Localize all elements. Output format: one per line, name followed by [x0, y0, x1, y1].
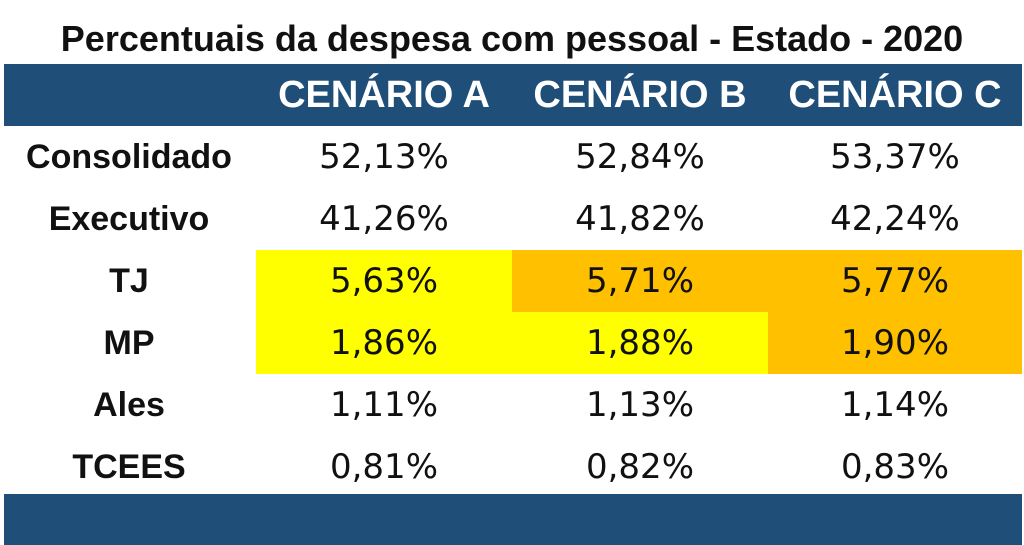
header-band — [4, 64, 1022, 126]
table-title: Percentuais da despesa com pessoal - Est… — [60, 18, 964, 59]
table-cell: 0,81% — [329, 447, 438, 487]
row-label: Executivo — [48, 200, 210, 238]
table-cell: 41,26% — [319, 199, 449, 239]
table-cell: 5,77% — [768, 250, 1022, 312]
table-cell: 52,13% — [319, 137, 449, 177]
column-header: CENÁRIO C — [788, 74, 1002, 116]
table-cell: 1,14% — [840, 385, 949, 425]
row-label: TCEES — [72, 448, 186, 486]
column-header: CENÁRIO B — [533, 74, 747, 116]
row-label: Consolidado — [26, 138, 232, 176]
footer-band — [4, 494, 1022, 545]
table-cell: 53,37% — [830, 137, 960, 177]
table-cell: 52,84% — [575, 137, 705, 177]
table-cell: 1,88% — [512, 312, 768, 374]
row-label: Ales — [93, 386, 165, 424]
row-label: MP — [103, 324, 155, 362]
table-cell: 1,11% — [329, 385, 438, 425]
table-cell: 0,82% — [585, 447, 694, 487]
column-header: CENÁRIO A — [278, 74, 490, 116]
table-cell: 5,71% — [512, 250, 768, 312]
table-cell: 1,13% — [585, 385, 694, 425]
table-cell: 41,82% — [575, 199, 705, 239]
table-cell: 42,24% — [830, 199, 960, 239]
table-cell: 5,63% — [256, 250, 512, 312]
row-label: TJ — [109, 262, 149, 300]
table-cell: 0,83% — [840, 447, 949, 487]
table-cell: 1,86% — [256, 312, 512, 374]
table-cell: 1,90% — [768, 312, 1022, 374]
